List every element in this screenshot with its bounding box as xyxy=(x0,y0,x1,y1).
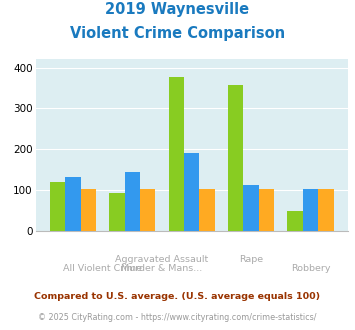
Bar xyxy=(125,172,140,231)
Text: Compared to U.S. average. (U.S. average equals 100): Compared to U.S. average. (U.S. average … xyxy=(34,292,321,301)
Text: Rape: Rape xyxy=(239,255,263,264)
Bar xyxy=(169,77,184,231)
Text: Robbery: Robbery xyxy=(291,264,330,273)
Bar xyxy=(81,189,96,231)
Text: © 2025 CityRating.com - https://www.cityrating.com/crime-statistics/: © 2025 CityRating.com - https://www.city… xyxy=(38,314,317,322)
Text: Aggravated Assault: Aggravated Assault xyxy=(115,255,209,264)
Legend: Waynesville, Missouri, National: Waynesville, Missouri, National xyxy=(41,326,342,330)
Bar xyxy=(228,85,244,231)
Text: Violent Crime Comparison: Violent Crime Comparison xyxy=(70,26,285,41)
Bar xyxy=(287,211,303,231)
Bar xyxy=(140,189,155,231)
Text: Murder & Mans...: Murder & Mans... xyxy=(121,264,203,273)
Bar xyxy=(184,153,200,231)
Text: 2019 Waynesville: 2019 Waynesville xyxy=(105,2,250,16)
Bar xyxy=(200,189,215,231)
Bar xyxy=(244,185,259,231)
Bar xyxy=(65,177,81,231)
Bar xyxy=(259,189,274,231)
Bar xyxy=(109,193,125,231)
Text: All Violent Crime: All Violent Crime xyxy=(63,264,142,273)
Bar xyxy=(303,189,318,231)
Bar xyxy=(318,189,334,231)
Bar xyxy=(50,182,65,231)
